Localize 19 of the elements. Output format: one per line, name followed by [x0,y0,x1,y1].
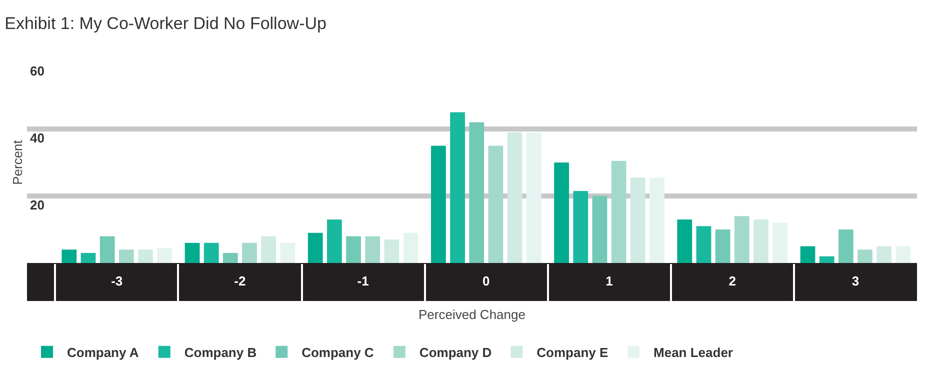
legend-label: Company C [302,344,374,360]
x-axis-title: Perceived Change [418,307,526,322]
legend-label: Company A [67,344,140,360]
x-tick-label: 1 [606,274,613,289]
legend-label: Company B [184,344,257,360]
chart-title: Exhibit 1: My Co-Worker Did No Follow-Up [4,14,326,33]
x-tick-label: 2 [728,274,736,289]
x-tick-label: 0 [482,274,490,289]
x-tick-label: 3 [852,274,860,289]
legend-label: Company E [536,344,609,360]
x-tick-label: -1 [357,274,369,289]
legend-label: Company D [419,344,492,360]
x-tick-label: -2 [234,274,246,289]
y-axis-title: Percent [10,140,25,185]
legend-label: Mean Leader [654,344,733,360]
y-tick-label: 40 [30,130,44,146]
y-tick-label: 60 [30,64,44,79]
y-tick-label: 20 [30,198,44,213]
x-tick-label: -3 [111,274,123,289]
